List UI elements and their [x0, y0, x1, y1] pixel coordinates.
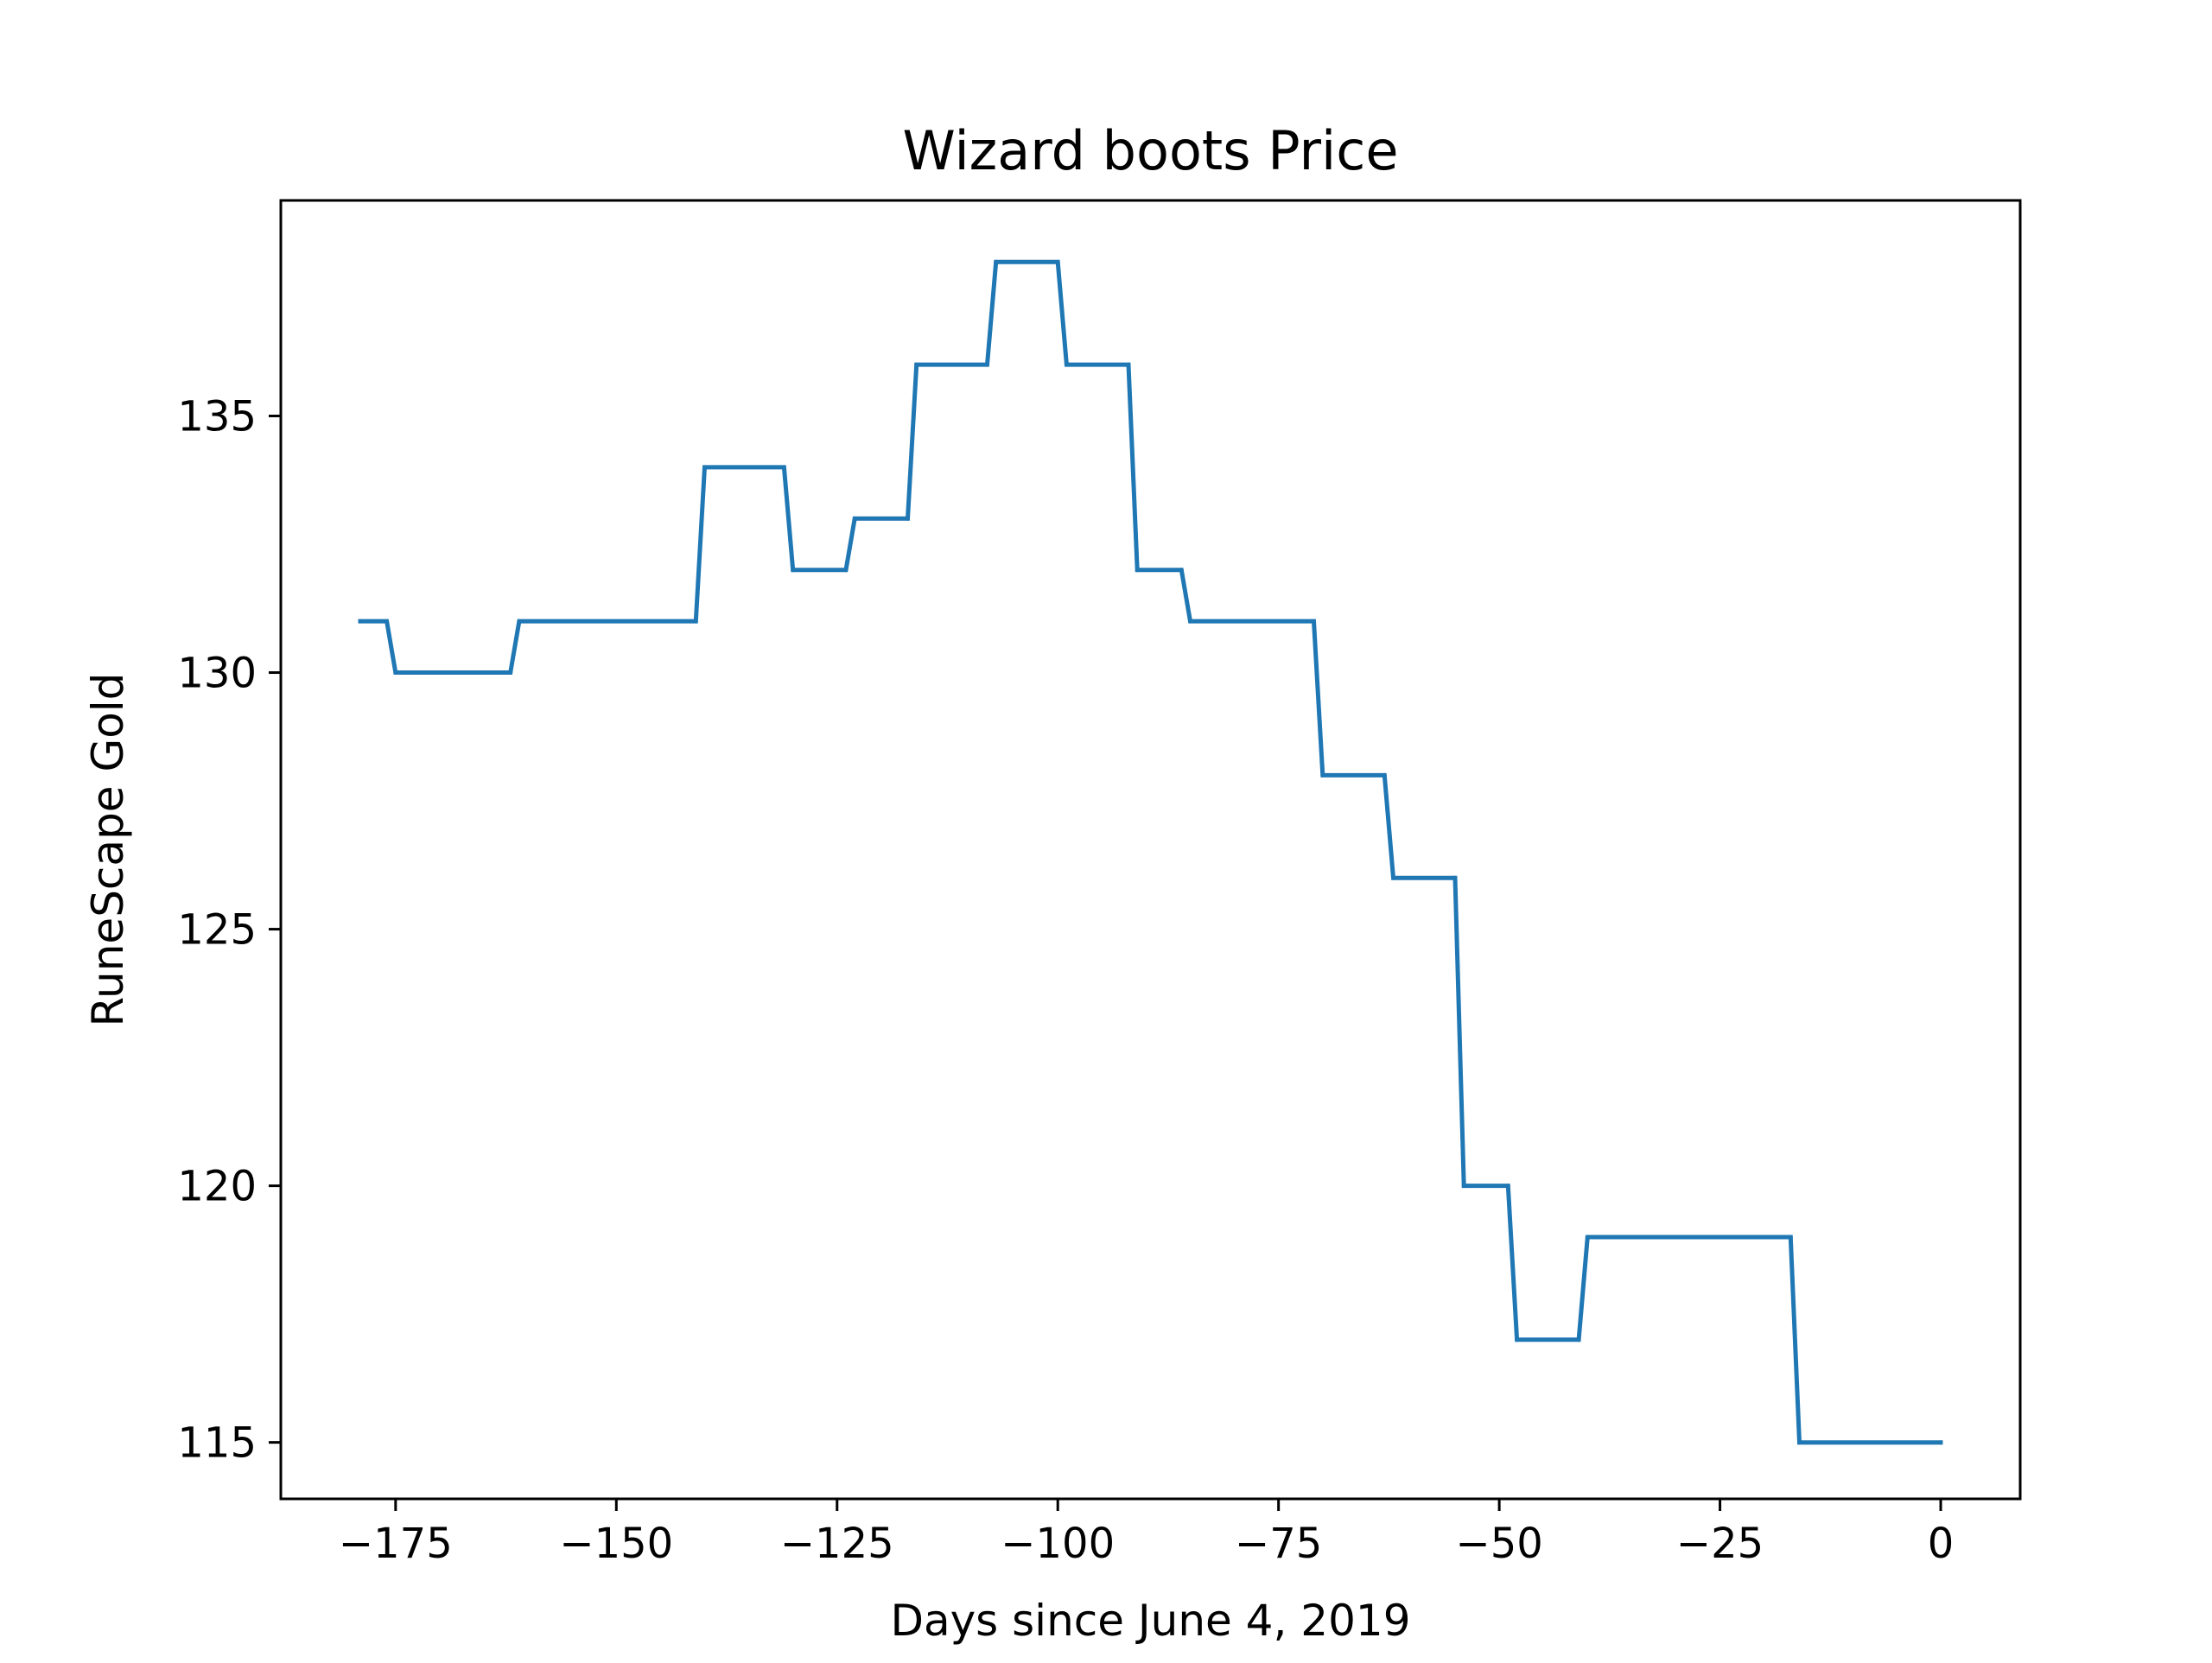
data-point: [1064, 362, 1069, 367]
y-tick-label: 135: [177, 393, 257, 441]
data-point: [914, 362, 919, 367]
data-point: [1312, 619, 1316, 624]
y-axis-ticks: 115 120 125 130 135: [177, 393, 281, 1468]
data-point: [1320, 772, 1325, 778]
y-tick-label: 120: [177, 1163, 257, 1211]
data-point: [985, 362, 989, 367]
data-point: [1055, 259, 1060, 264]
data-point: [1505, 1184, 1510, 1189]
plot-frame: [279, 199, 2022, 1501]
series-layer: [358, 259, 1943, 1445]
y-tick-label: 115: [177, 1419, 257, 1468]
x-tick-label: 0: [1928, 1520, 1955, 1568]
data-point: [508, 670, 513, 675]
x-tick-label: −50: [1455, 1520, 1542, 1568]
data-point: [1382, 772, 1387, 778]
data-point: [693, 619, 698, 624]
data-point: [791, 568, 796, 573]
data-point: [1938, 1440, 1943, 1445]
x-tick-label: −125: [780, 1520, 894, 1568]
y-tick-label: 130: [177, 650, 257, 698]
y-tick-label: 125: [177, 906, 257, 955]
data-point: [702, 465, 707, 470]
data-point: [1126, 362, 1131, 367]
data-point: [1188, 619, 1192, 624]
data-point: [385, 619, 390, 624]
x-tick-label: −75: [1235, 1520, 1322, 1568]
data-point: [843, 568, 849, 573]
series-line: [358, 259, 1943, 1445]
data-point: [1585, 1235, 1590, 1240]
data-point: [517, 619, 522, 624]
x-tick-label: −175: [339, 1520, 453, 1568]
data-point: [393, 670, 398, 675]
data-point: [1461, 1184, 1466, 1189]
data-point: [1788, 1235, 1793, 1240]
data-point: [1452, 875, 1458, 880]
data-point: [1135, 568, 1140, 573]
data-point: [1179, 568, 1184, 573]
data-point: [358, 619, 363, 624]
x-axis-ticks: −175 −150 −125 −100 −75 −50 −25 0: [339, 1499, 1954, 1568]
chart-title: Wizard boots Price: [903, 119, 1399, 182]
data-point: [852, 516, 857, 521]
data-point: [906, 516, 910, 521]
data-point: [781, 465, 786, 470]
x-tick-label: −100: [1001, 1520, 1115, 1568]
y-axis-label: RuneScape Gold: [83, 673, 133, 1027]
data-point: [1797, 1440, 1802, 1445]
x-tick-label: −25: [1676, 1520, 1764, 1568]
data-point: [1576, 1337, 1581, 1342]
x-axis-label: Days since June 4, 2019: [890, 1596, 1410, 1646]
data-point: [1515, 1337, 1520, 1342]
x-tick-label: −150: [559, 1520, 673, 1568]
data-point: [994, 259, 999, 264]
data-point: [1391, 875, 1395, 880]
